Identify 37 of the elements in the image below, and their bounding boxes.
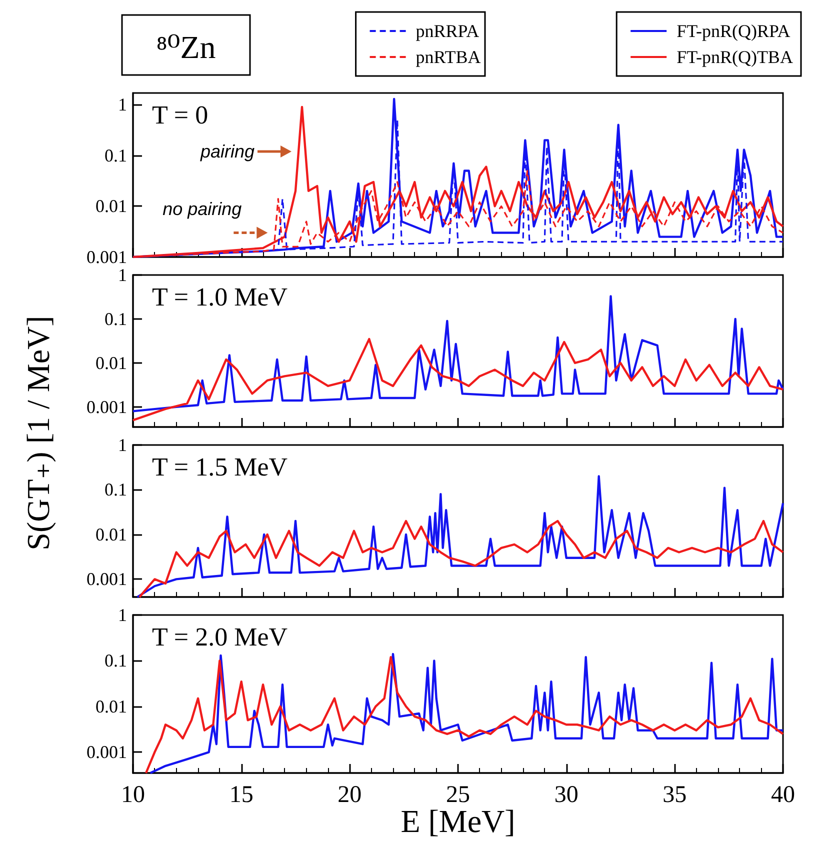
line-series — [132, 338, 784, 422]
chart-title: T = 2.0 MeV — [152, 622, 288, 652]
y-tick-label: 0.01 — [96, 696, 127, 716]
legend-label: pnRTBA — [416, 47, 481, 67]
y-tick-label: 0.001 — [86, 569, 127, 590]
chart-title: T = 1.5 MeV — [152, 452, 288, 482]
y-tick-label: 0.001 — [86, 247, 127, 267]
y-tick-label: 0.001 — [86, 396, 127, 417]
y-tick-label: 0.01 — [96, 352, 127, 373]
y-tick-label: 0.01 — [96, 196, 127, 216]
chart-title: T = 1.0 MeV — [152, 282, 288, 312]
y-tick-label: 0.1 — [104, 650, 127, 671]
line-series — [138, 520, 784, 598]
y-axis-title: S(GT₊) [1 / MeV] — [20, 316, 56, 550]
annotation: no pairing — [162, 198, 242, 219]
x-tick-label: 15 — [229, 782, 254, 808]
y-tick-label: 1 — [118, 94, 127, 115]
y-tick-label: 0.1 — [104, 145, 127, 166]
x-tick-label: 10 — [121, 782, 145, 808]
text: ⁸⁰Zn — [156, 29, 216, 65]
legend-label: FT-pnR(Q)TBA — [676, 47, 793, 67]
chart-title: T = 0 — [152, 100, 208, 130]
legend-label: FT-pnR(Q)RPA — [676, 21, 790, 41]
x-tick-label: 30 — [554, 782, 578, 808]
x-tick-label: 40 — [771, 782, 795, 808]
x-tick-label: 35 — [662, 782, 687, 808]
y-tick-label: 0.01 — [96, 524, 127, 544]
y-tick-label: 1 — [118, 265, 127, 285]
y-tick-label: 1 — [118, 435, 127, 455]
annotation: pairing — [199, 141, 254, 162]
legend-label: pnRRPA — [416, 21, 480, 41]
line-series — [136, 475, 784, 598]
y-tick-label: 0.1 — [104, 308, 127, 329]
y-tick-label: 1 — [118, 605, 127, 625]
x-tick-label: 20 — [338, 782, 362, 808]
y-tick-label: 0.1 — [104, 480, 127, 500]
y-tick-label: 0.001 — [86, 742, 127, 762]
